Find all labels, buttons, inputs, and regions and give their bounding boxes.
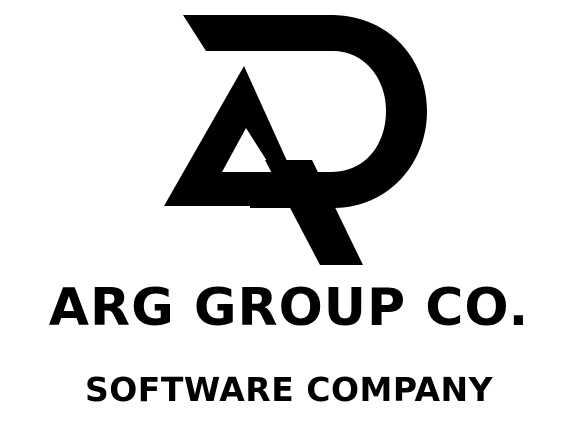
company-tagline: SOFTWARE COMPANY: [84, 370, 494, 409]
company-name: ARG GROUP CO.: [48, 278, 530, 338]
a-triangle-shape: [164, 66, 292, 206]
r-bowl-shape: [183, 15, 427, 208]
r-leg-shape: [265, 160, 363, 265]
